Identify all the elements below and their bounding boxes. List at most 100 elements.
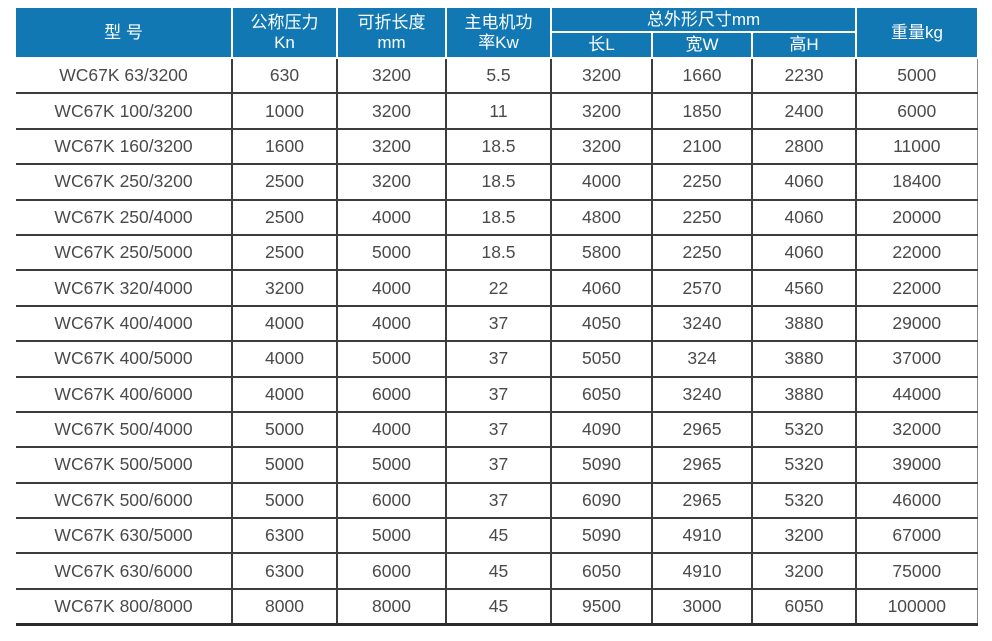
column-header-dim-width: 宽W [651,31,753,59]
table-row: WC67K 400/4000 4000 4000 37 4050 3240 3880 2900… [16,305,978,343]
column-header-model: 型 号 [16,8,233,59]
value-cell: 6000 [336,376,446,413]
header-row-2: 长L 宽W 高H [16,31,977,59]
value-cell: 45 [445,588,551,627]
table-row: WC67K 160/3200 1600 3200 18.5 3200 2100 2800 11… [16,128,978,166]
table-row: WC67K 400/6000 4000 6000 37 6050 3240 3880 4400… [16,376,978,413]
column-header-dimensions-group: 总外形尺寸mm [549,8,858,33]
value-cell: 18400 [855,164,978,201]
model-cell: WC67K 250/4000 [16,199,232,236]
column-header-weight: 重量kg [855,8,978,59]
value-cell: 18.5 [445,199,551,236]
table-row: WC67K 63/3200 630 3200 5.5 3200 1660 2230 5000 [16,58,978,95]
value-cell: 6000 [336,482,446,520]
column-header-dim-length: 长L [551,31,653,59]
value-cell: 5800 [550,234,652,272]
header-row-1: 型 号 公称压力 Kn 可折长度 mm 主电机功 率Kw 总外形尺寸mm 重量k… [16,8,978,59]
value-cell: 4910 [651,518,752,555]
spec-table-header: 型 号 公称压力 Kn 可折长度 mm 主电机功 率Kw 总外形尺寸mm 重量k… [16,8,978,59]
value-cell: 4560 [750,270,857,307]
value-cell: 6000 [336,553,446,590]
value-cell: 6050 [550,376,652,413]
value-cell: 6050 [550,553,652,590]
table-row: WC67K 500/6000 5000 6000 37 6090 2965 5320 4600… [16,482,978,520]
value-cell: 5320 [750,411,857,449]
value-cell: 37 [445,305,551,343]
value-cell: 4090 [550,411,652,449]
value-cell: 2100 [651,128,752,166]
value-cell: 37 [445,341,551,378]
column-header-pressure-line2: Kn [274,32,295,52]
value-cell: 2250 [651,199,752,236]
value-cell: 4000 [231,305,337,343]
table-row: WC67K 630/6000 6300 6000 45 6050 4910 3200 7500… [16,553,978,590]
model-cell: WC67K 500/6000 [16,482,232,520]
value-cell: 3200 [336,58,446,95]
table-row: WC67K 100/3200 1000 3200 11 3200 1850 2400 6000 [16,93,978,130]
value-cell: 2965 [651,447,752,484]
value-cell: 4060 [750,199,857,236]
value-cell: 5000 [336,518,446,555]
spec-table-body: WC67K 63/3200 630 3200 5.5 3200 1660 2230 5000 W… [16,58,978,627]
value-cell: 6050 [750,588,857,627]
value-cell: 4000 [231,376,337,413]
model-cell: WC67K 250/5000 [16,234,232,272]
value-cell: 2965 [651,482,752,520]
value-cell: 2400 [750,93,857,130]
value-cell: 3880 [750,305,857,343]
value-cell: 11 [445,93,551,130]
value-cell: 67000 [855,518,978,555]
value-cell: 22 [445,270,551,307]
value-cell: 37 [445,482,551,520]
column-header-pressure: 公称压力 Kn [231,8,338,59]
value-cell: 22000 [855,234,978,272]
table-row: WC67K 500/5000 5000 5000 37 5090 2965 5320 3900… [16,447,978,484]
value-cell: 37 [445,411,551,449]
value-cell: 5000 [231,482,337,520]
value-cell: 18.5 [445,128,551,166]
value-cell: 4000 [231,341,337,378]
value-cell: 18.5 [445,234,551,272]
value-cell: 11000 [855,128,978,166]
model-cell: WC67K 630/6000 [16,553,232,590]
value-cell: 5000 [336,341,446,378]
value-cell: 5000 [231,447,337,484]
value-cell: 18.5 [445,164,551,201]
value-cell: 5000 [336,447,446,484]
value-cell: 3880 [750,341,857,378]
table-row: WC67K 630/5000 6300 5000 45 5090 4910 3200 6700… [16,518,978,555]
model-cell: WC67K 100/3200 [16,93,232,130]
value-cell: 5320 [750,447,857,484]
value-cell: 2500 [231,164,337,201]
value-cell: 22000 [855,270,978,307]
model-cell: WC67K 63/3200 [16,58,232,95]
value-cell: 29000 [855,305,978,343]
value-cell: 37 [445,447,551,484]
value-cell: 4800 [550,199,652,236]
value-cell: 6090 [550,482,652,520]
value-cell: 4050 [550,305,652,343]
value-cell: 4000 [550,164,652,201]
value-cell: 45 [445,553,551,590]
value-cell: 3200 [336,93,446,130]
model-cell: WC67K 400/4000 [16,305,232,343]
value-cell: 75000 [855,553,978,590]
column-header-fold-length-line1: 可折长度 [357,13,426,33]
value-cell: 6000 [855,93,978,130]
value-cell: 3200 [336,164,446,201]
table-row: WC67K 320/4000 3200 4000 22 4060 2570 4560 2200… [16,270,978,307]
value-cell: 3200 [231,270,337,307]
value-cell: 4910 [651,553,752,590]
model-cell: WC67K 630/5000 [16,518,232,555]
value-cell: 2500 [231,234,337,272]
value-cell: 2230 [750,58,857,95]
value-cell: 4060 [750,164,857,201]
value-cell: 2250 [651,164,752,201]
value-cell: 2800 [750,128,857,166]
column-header-fold-length-line2: mm [377,32,406,52]
value-cell: 8000 [231,588,337,627]
model-cell: WC67K 160/3200 [16,128,232,166]
value-cell: 45 [445,518,551,555]
value-cell: 5050 [550,341,652,378]
model-cell: WC67K 800/8000 [16,588,232,627]
